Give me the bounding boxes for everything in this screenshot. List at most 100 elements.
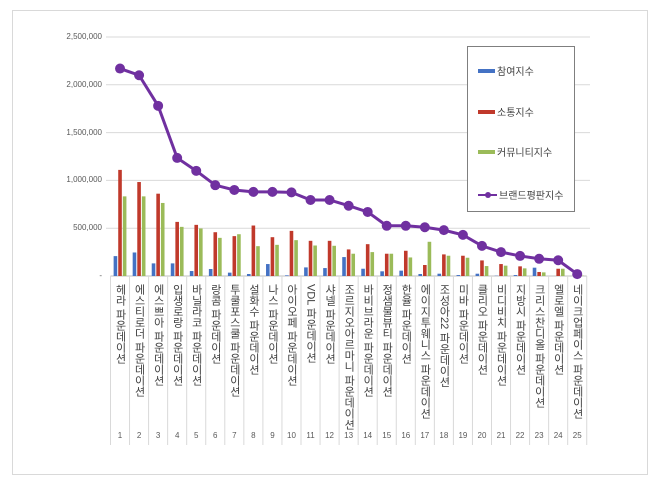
bar-communication — [556, 268, 560, 276]
x-category-label: 조르지오아르마니 파운데이션 — [342, 284, 355, 431]
brand-reputation-point — [457, 229, 468, 240]
brand-reputation-point — [210, 180, 221, 191]
y-tick-label: 2,000,000 — [66, 79, 102, 89]
legend-swatch-green — [478, 149, 495, 154]
x-rank-number: 6 — [213, 431, 218, 440]
bar-community — [141, 196, 146, 276]
bar-participation — [475, 273, 480, 276]
bar-communication — [403, 250, 408, 276]
x-category-label: 정샘물뷰티 파운데이션 — [380, 284, 393, 398]
bar-community — [389, 253, 394, 276]
bar-community — [218, 237, 222, 276]
bar-community — [522, 268, 527, 276]
legend-line-marker-icon — [478, 191, 497, 198]
x-rank-number: 9 — [270, 431, 275, 440]
x-rank-number: 3 — [155, 431, 161, 440]
bar-participation — [113, 256, 118, 276]
x-rank-number: 15 — [382, 431, 392, 440]
brand-reputation-point — [515, 250, 526, 261]
bar-participation — [437, 273, 442, 276]
x-rank-number: 24 — [553, 431, 563, 440]
x-rank-number: 23 — [534, 431, 544, 440]
legend-item-participation: 참여지수 — [478, 63, 534, 78]
x-category-label: VDL 파운데이션 — [304, 284, 317, 364]
bar-community — [332, 245, 336, 276]
bar-communication — [194, 224, 199, 276]
bar-communication — [442, 254, 446, 276]
brand-reputation-point — [286, 187, 297, 198]
brand-reputation-point — [153, 100, 164, 111]
brand-reputation-point — [534, 253, 545, 264]
x-rank-number: 14 — [363, 431, 373, 440]
bar-communication — [251, 225, 256, 276]
bar-communication — [346, 249, 351, 276]
brand-reputation-point — [305, 194, 316, 205]
x-category-label: 클리오 파운데이션 — [475, 284, 488, 376]
brand-reputation-point — [267, 186, 278, 197]
bar-community — [484, 266, 489, 276]
y-tick-label: 1,500,000 — [66, 127, 102, 137]
x-rank-number: 22 — [515, 431, 525, 440]
x-category-label: 나스 파운데이션 — [266, 284, 279, 365]
bar-participation — [151, 263, 156, 276]
bar-community — [313, 245, 317, 276]
x-category-label: 샤넬 파운데이션 — [323, 284, 336, 365]
x-category-label: 바비브라운 파운데이션 — [361, 284, 374, 398]
bar-communication — [270, 237, 275, 276]
bar-communication — [537, 271, 541, 276]
bar-participation — [132, 252, 137, 276]
legend-swatch-blue — [478, 68, 495, 73]
bar-participation — [304, 267, 308, 276]
legend-item-community: 커뮤니티지수 — [478, 144, 552, 159]
x-category-label: 설화수 파운데이션 — [247, 284, 260, 376]
bar-communication — [461, 255, 465, 276]
x-rank-number: 18 — [439, 431, 449, 440]
legend-label: 커뮤니티지수 — [497, 148, 553, 159]
bar-community — [465, 257, 470, 276]
y-tick-label: 500,000 — [73, 223, 102, 233]
x-rank-number: 21 — [496, 431, 506, 440]
bar-participation — [285, 275, 289, 276]
x-rank-number: 8 — [251, 431, 256, 440]
x-rank-number: 25 — [572, 431, 582, 440]
x-rank-number: 17 — [420, 431, 430, 440]
bar-communication — [327, 240, 332, 276]
bar-participation — [532, 267, 537, 276]
legend-label: 소통지수 — [497, 108, 534, 119]
x-category-label: 바닐라코 파운데이션 — [190, 284, 203, 387]
bar-community — [275, 244, 279, 276]
brand-reputation-point — [572, 269, 583, 280]
bar-communication — [175, 221, 179, 276]
legend-swatch-red — [478, 109, 495, 114]
bar-participation — [208, 269, 213, 276]
brand-reputation-point — [553, 255, 564, 266]
brand-reputation-point — [172, 152, 183, 163]
x-rank-number: 2 — [136, 431, 142, 440]
brand-reputation-point — [362, 206, 373, 217]
bar-participation — [361, 268, 365, 276]
bar-communication — [423, 265, 427, 276]
bar-participation — [170, 263, 175, 276]
x-category-label: 아이오페 파운데이션 — [285, 284, 298, 387]
x-rank-number: 12 — [325, 431, 335, 440]
brand-reputation-point — [134, 70, 145, 81]
brand-reputation-point — [115, 63, 126, 74]
y-tick-label: 1,000,000 — [66, 175, 102, 185]
x-category-label: 엘로엘 파운데이션 — [552, 284, 565, 376]
bar-communication — [499, 264, 503, 276]
bar-participation — [323, 268, 327, 276]
bar-participation — [380, 271, 384, 276]
brand-reputation-point — [419, 222, 430, 233]
bar-community — [256, 246, 260, 276]
brand-reputation-point — [476, 240, 487, 251]
x-rank-number: 7 — [232, 431, 237, 440]
bar-communication — [232, 236, 237, 276]
x-rank-number: 13 — [344, 431, 354, 440]
x-category-label: 에스티로더 파운데이션 — [133, 284, 146, 398]
chart-frame — [12, 10, 648, 475]
x-category-label: 에스쁘아 파운데이션 — [152, 284, 165, 387]
bar-community — [370, 252, 375, 276]
bar-communication — [118, 169, 122, 276]
x-rank-number: 5 — [193, 431, 199, 440]
bar-community — [122, 196, 127, 276]
